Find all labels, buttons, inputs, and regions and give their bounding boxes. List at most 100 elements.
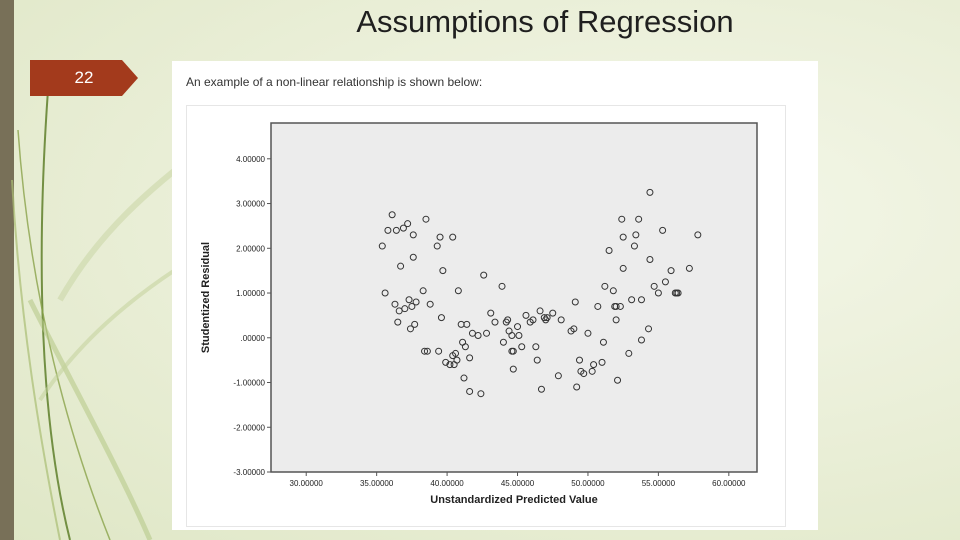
data-point xyxy=(619,233,627,241)
data-point xyxy=(422,215,430,223)
data-point xyxy=(509,365,517,373)
data-point xyxy=(466,387,474,395)
data-point xyxy=(659,226,667,234)
data-point xyxy=(384,226,392,234)
data-point xyxy=(406,325,414,333)
data-point xyxy=(661,278,669,286)
data-point xyxy=(508,332,516,340)
data-point xyxy=(612,316,620,324)
x-tick-label: 40.00000 xyxy=(430,479,464,488)
data-point xyxy=(614,376,622,384)
data-point xyxy=(584,329,592,337)
data-point xyxy=(404,220,412,228)
data-point xyxy=(421,347,429,355)
chart-frame: 4.00000 3.00000 2.00000 1.00000 .00000 -1.000… xyxy=(186,105,786,527)
data-point xyxy=(419,287,427,295)
data-point xyxy=(408,302,416,310)
data-point xyxy=(619,264,627,272)
x-tick-label: 30.00000 xyxy=(290,479,324,488)
data-point xyxy=(599,338,607,346)
slide-side-bar xyxy=(0,0,14,540)
x-axis-label: Unstandardized Predicted Value xyxy=(430,494,598,506)
data-point xyxy=(590,361,598,369)
data-point xyxy=(454,287,462,295)
x-tick-label: 60.00000 xyxy=(712,479,746,488)
data-point xyxy=(504,316,512,324)
data-point xyxy=(654,289,662,297)
data-point xyxy=(381,289,389,297)
data-point xyxy=(409,231,417,239)
data-point xyxy=(549,309,557,317)
data-point xyxy=(529,316,537,324)
data-point xyxy=(449,233,457,241)
data-point xyxy=(628,296,636,304)
plot-area xyxy=(270,122,758,473)
y-tick-label: -3.00000 xyxy=(233,468,265,477)
data-point xyxy=(466,354,474,362)
data-point xyxy=(598,358,606,366)
data-point xyxy=(483,329,491,337)
data-point xyxy=(601,282,609,290)
data-point xyxy=(543,314,551,322)
y-tick-label: .00000 xyxy=(241,334,266,343)
data-point xyxy=(399,224,407,232)
data-point xyxy=(515,332,523,340)
data-point xyxy=(576,356,584,364)
data-point xyxy=(394,318,402,326)
data-point xyxy=(637,296,645,304)
data-point xyxy=(409,253,417,261)
chart-panel: An example of a non-linear relationship … xyxy=(172,61,818,530)
data-point xyxy=(463,320,471,328)
data-point xyxy=(392,226,400,234)
data-point xyxy=(452,349,460,357)
data-point xyxy=(405,296,413,304)
data-point xyxy=(557,316,565,324)
data-point xyxy=(630,242,638,250)
y-tick-label: 3.00000 xyxy=(236,200,265,209)
data-point xyxy=(487,309,495,317)
data-point xyxy=(554,372,562,380)
data-point xyxy=(477,390,485,398)
slide-number-tab: 22 xyxy=(30,60,138,96)
data-point xyxy=(436,233,444,241)
data-point xyxy=(570,325,578,333)
data-point xyxy=(674,289,682,297)
data-point xyxy=(605,247,613,255)
data-point xyxy=(612,302,620,310)
data-point xyxy=(411,320,419,328)
data-point xyxy=(435,347,443,355)
data-point xyxy=(537,385,545,393)
data-point xyxy=(609,287,617,295)
data-point xyxy=(646,188,654,196)
data-point xyxy=(433,242,441,250)
data-point xyxy=(461,343,469,351)
data-point xyxy=(439,267,447,275)
data-point xyxy=(446,361,454,369)
data-point xyxy=(573,383,581,391)
data-point xyxy=(632,231,640,239)
data-point xyxy=(423,347,431,355)
data-point xyxy=(667,267,675,275)
data-point xyxy=(401,305,409,313)
y-tick-label: 2.00000 xyxy=(236,244,265,253)
data-point xyxy=(474,332,482,340)
data-point xyxy=(388,211,396,219)
scatter-chart: 4.00000 3.00000 2.00000 1.00000 .00000 -1.000… xyxy=(200,122,758,506)
data-point xyxy=(514,323,522,331)
data-point xyxy=(378,242,386,250)
data-point xyxy=(685,264,693,272)
y-tick-label: 1.00000 xyxy=(236,289,265,298)
data-point xyxy=(498,282,506,290)
x-tick-label: 50.00000 xyxy=(571,479,605,488)
data-point xyxy=(637,336,645,344)
y-tick-label: -1.00000 xyxy=(233,379,265,388)
x-tick-label: 45.00000 xyxy=(501,479,535,488)
data-point xyxy=(594,302,602,310)
data-point xyxy=(580,370,588,378)
data-point xyxy=(588,367,596,375)
data-point xyxy=(518,343,526,351)
data-point xyxy=(645,325,653,333)
data-point xyxy=(426,300,434,308)
x-tick-label: 55.00000 xyxy=(642,479,676,488)
data-point xyxy=(625,349,633,357)
